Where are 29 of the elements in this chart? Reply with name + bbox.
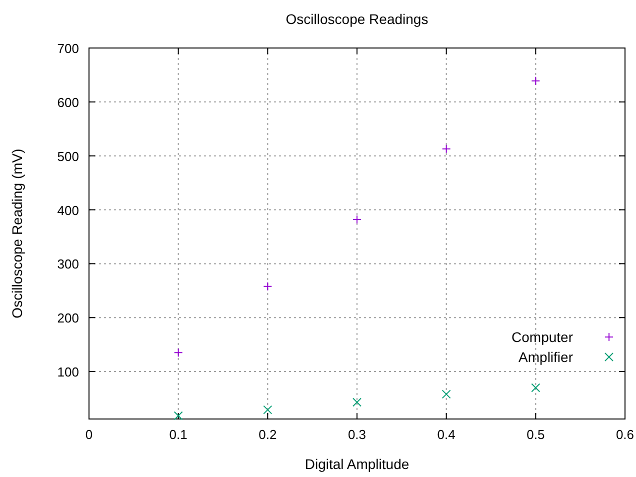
- x-tick-label: 0: [85, 427, 93, 442]
- x-tick-label: 0.4: [437, 427, 456, 442]
- y-axis-title: Oscilloscope Reading (mV): [9, 148, 25, 318]
- x-axis-title: Digital Amplitude: [304, 456, 410, 472]
- legend-label: Amplifier: [518, 349, 574, 365]
- point: [531, 383, 540, 392]
- point: [442, 390, 451, 399]
- x-tick-label: 0.1: [169, 427, 188, 442]
- point: [174, 348, 183, 358]
- y-tick-label: 500: [57, 148, 79, 164]
- x-tick-label: 0.3: [348, 427, 366, 442]
- x-tick-label: 0.6: [616, 427, 634, 442]
- point: [442, 144, 451, 154]
- point: [263, 282, 272, 291]
- y-tick-label: 300: [57, 256, 79, 272]
- y-tick-label: 600: [57, 94, 79, 110]
- y-tick-label: 700: [57, 41, 79, 56]
- point: [263, 405, 272, 414]
- point: [174, 411, 183, 420]
- x-tick-label: 0.5: [526, 427, 545, 442]
- y-tick-label: 200: [57, 310, 79, 326]
- point: [352, 398, 362, 407]
- point: [352, 214, 362, 224]
- y-tick-label: 400: [57, 202, 79, 218]
- chart-title: Oscilloscope Readings: [286, 11, 428, 27]
- legend-label: Computer: [512, 329, 574, 345]
- point: [531, 76, 540, 86]
- y-tick-label: 100: [57, 364, 79, 380]
- x-tick-label: 0.2: [258, 427, 277, 442]
